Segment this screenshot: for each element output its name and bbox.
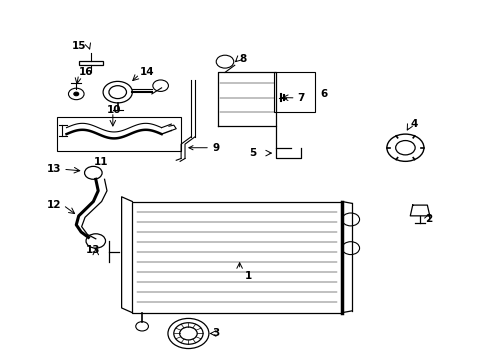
- Circle shape: [74, 92, 79, 96]
- Bar: [132, 202, 341, 313]
- Text: 16: 16: [79, 67, 93, 77]
- Bar: [79, 60, 103, 65]
- Bar: [57, 117, 181, 151]
- Text: 6: 6: [320, 89, 326, 99]
- Text: 15: 15: [71, 41, 86, 50]
- Text: 5: 5: [249, 148, 256, 158]
- Text: 3: 3: [211, 328, 219, 338]
- Text: 9: 9: [188, 143, 220, 153]
- Text: 12: 12: [47, 200, 61, 210]
- Text: 11: 11: [93, 157, 108, 167]
- Text: 2: 2: [424, 215, 431, 224]
- Text: 1: 1: [244, 271, 251, 282]
- Text: 4: 4: [409, 120, 417, 129]
- Bar: [273, 72, 315, 112]
- Text: 8: 8: [239, 54, 246, 64]
- Text: 13: 13: [86, 245, 101, 255]
- Text: 7: 7: [297, 93, 304, 103]
- Text: 13: 13: [47, 164, 61, 174]
- Text: 14: 14: [140, 67, 154, 77]
- Text: 10: 10: [107, 105, 121, 115]
